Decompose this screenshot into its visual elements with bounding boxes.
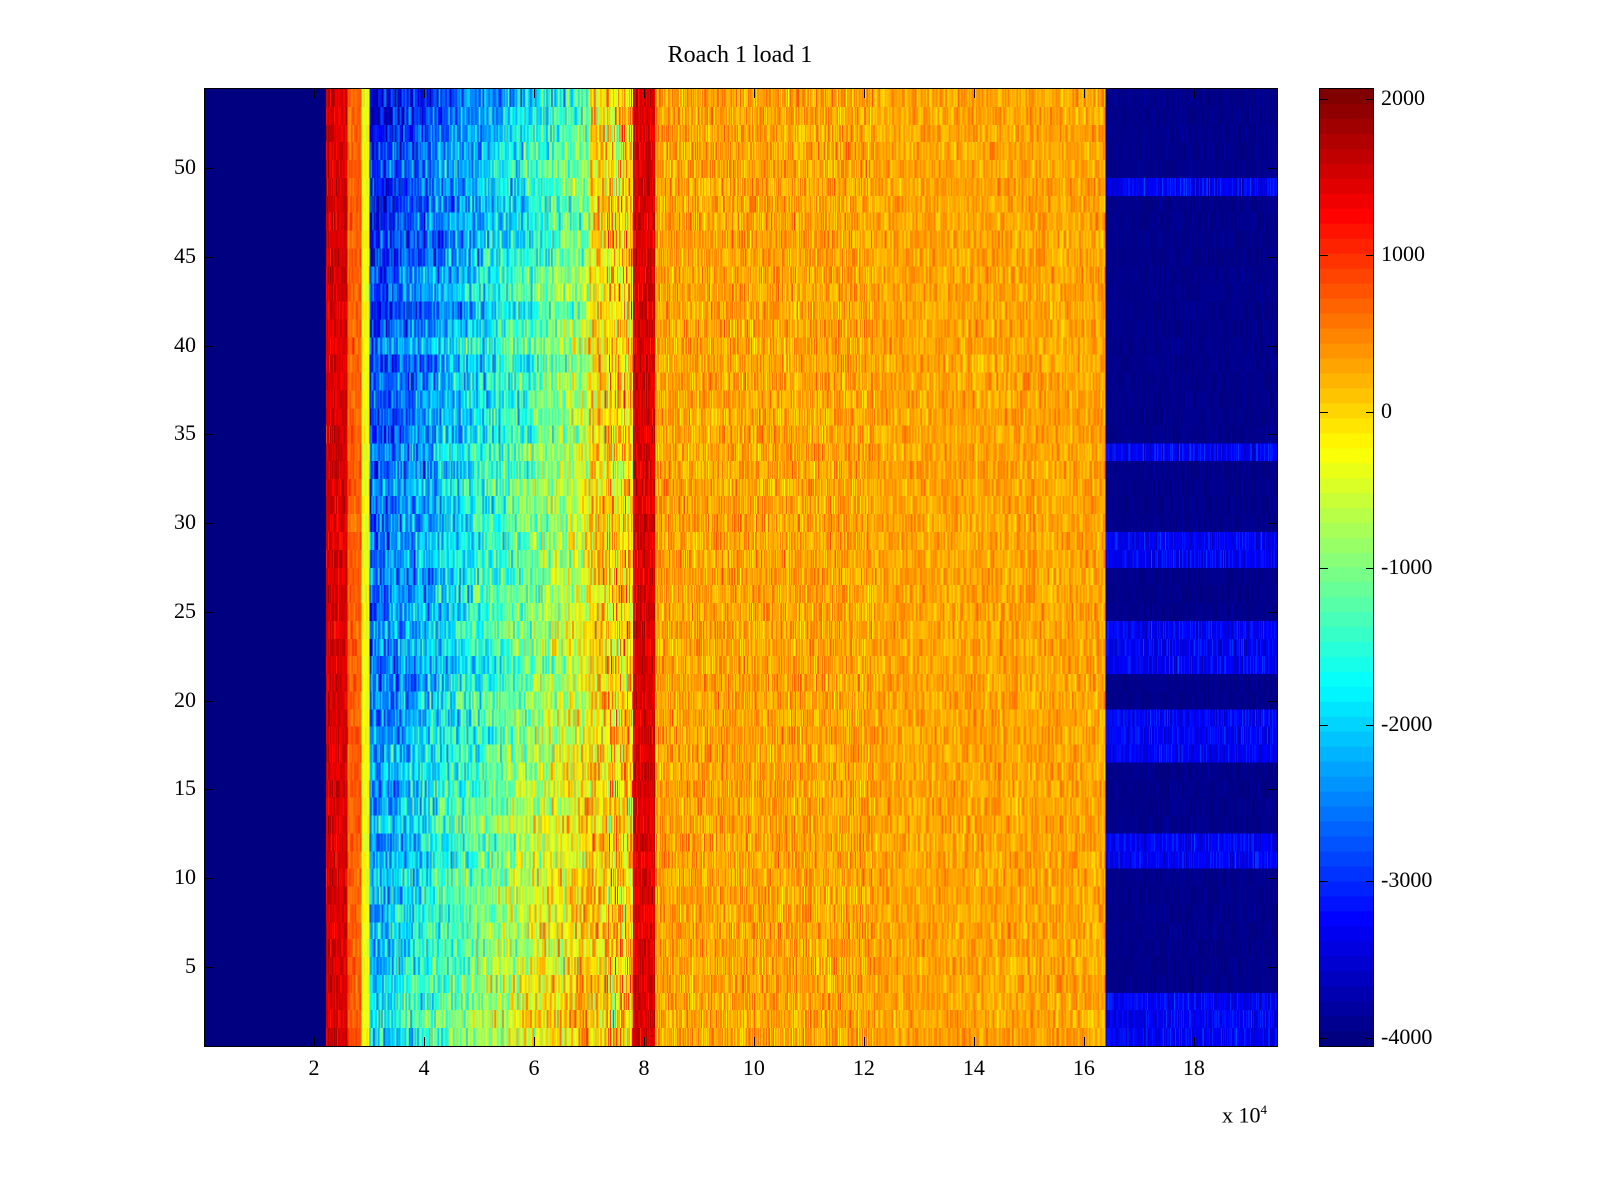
x-tick-mark-top (863, 88, 865, 98)
y-tick-mark-right (1268, 611, 1278, 613)
x-tick-mark-top (1083, 88, 1085, 98)
y-tick-label: 30 (174, 509, 196, 535)
colorbar-tick-right (1366, 1037, 1374, 1039)
colorbar (1319, 88, 1374, 1047)
y-tick-mark (204, 967, 214, 969)
colorbar-tick-label: 1000 (1381, 241, 1425, 267)
colorbar-tick-label: -2000 (1381, 710, 1433, 736)
heatmap-image (205, 89, 1277, 1046)
y-tick-mark-right (1268, 789, 1278, 791)
y-tick-mark (204, 256, 214, 258)
chart-title: Roach 1 load 1 (667, 42, 813, 68)
x-tick-label: 6 (528, 1055, 540, 1080)
colorbar-tick-right (1366, 881, 1374, 883)
x-tick-mark (643, 1037, 645, 1047)
x-tick-label: 8 (638, 1055, 650, 1080)
x-tick-label: 12 (852, 1055, 875, 1080)
x-tick-mark-top (423, 88, 425, 98)
y-tick-mark (204, 878, 214, 880)
colorbar-tick-right (1366, 411, 1374, 413)
colorbar-tick-label: 0 (1381, 397, 1392, 423)
x-tick-mark-top (313, 88, 315, 98)
colorbar-tick-label: 2000 (1381, 84, 1425, 110)
colorbar-tick-label: -1000 (1381, 554, 1433, 580)
colorbar-tick-left (1320, 568, 1328, 570)
colorbar-tick-left (1320, 98, 1328, 100)
x-tick-mark (1083, 1037, 1085, 1047)
x-tick-label: 10 (742, 1055, 765, 1080)
colorbar-gradient (1320, 89, 1373, 1046)
colorbar-tick-label: -4000 (1381, 1023, 1433, 1049)
x-tick-label: 18 (1182, 1055, 1205, 1080)
x-tick-mark-top (643, 88, 645, 98)
y-tick-mark-right (1268, 345, 1278, 347)
colorbar-tick-right (1366, 98, 1374, 100)
y-tick-mark-right (1268, 967, 1278, 969)
x-tick-mark (533, 1037, 535, 1047)
y-tick-label: 5 (185, 953, 196, 979)
x-tick-mark-top (753, 88, 755, 98)
colorbar-tick-left (1320, 255, 1328, 257)
y-tick-label: 25 (174, 597, 196, 623)
colorbar-tick-right (1366, 568, 1374, 570)
y-tick-label: 50 (174, 153, 196, 179)
x-tick-label: 16 (1072, 1055, 1095, 1080)
y-tick-label: 10 (174, 864, 196, 890)
y-tick-mark (204, 167, 214, 169)
y-tick-mark-right (1268, 523, 1278, 525)
y-tick-label: 20 (174, 686, 196, 712)
x-axis-multiplier: x 104 (1222, 1102, 1267, 1128)
x-multiplier-exponent: 4 (1260, 1102, 1268, 1117)
x-multiplier-base: x 10 (1222, 1102, 1261, 1128)
y-tick-mark (204, 345, 214, 347)
colorbar-tick-right (1366, 724, 1374, 726)
y-tick-mark-right (1268, 167, 1278, 169)
y-tick-label: 35 (174, 420, 196, 446)
y-tick-mark-right (1268, 878, 1278, 880)
y-tick-mark (204, 611, 214, 613)
y-tick-mark-right (1268, 700, 1278, 702)
x-tick-mark (753, 1037, 755, 1047)
y-tick-mark-right (1268, 434, 1278, 436)
colorbar-tick-label: -3000 (1381, 867, 1433, 893)
x-tick-label: 14 (962, 1055, 985, 1080)
y-tick-label: 40 (174, 331, 196, 357)
x-tick-label: 4 (418, 1055, 430, 1080)
y-tick-mark (204, 789, 214, 791)
x-tick-mark-top (1193, 88, 1195, 98)
x-tick-mark-top (533, 88, 535, 98)
y-tick-mark (204, 523, 214, 525)
x-tick-mark (973, 1037, 975, 1047)
x-tick-mark (313, 1037, 315, 1047)
colorbar-tick-left (1320, 724, 1328, 726)
y-tick-mark-right (1268, 256, 1278, 258)
x-tick-mark (423, 1037, 425, 1047)
y-tick-mark (204, 434, 214, 436)
colorbar-tick-right (1366, 255, 1374, 257)
y-tick-label: 45 (174, 242, 196, 268)
colorbar-tick-left (1320, 1037, 1328, 1039)
colorbar-tick-left (1320, 411, 1328, 413)
plot-area (204, 88, 1278, 1047)
x-tick-mark-top (973, 88, 975, 98)
y-tick-label: 15 (174, 775, 196, 801)
x-tick-label: 2 (308, 1055, 320, 1080)
x-tick-mark (863, 1037, 865, 1047)
y-tick-mark (204, 700, 214, 702)
x-tick-mark (1193, 1037, 1195, 1047)
colorbar-tick-left (1320, 881, 1328, 883)
